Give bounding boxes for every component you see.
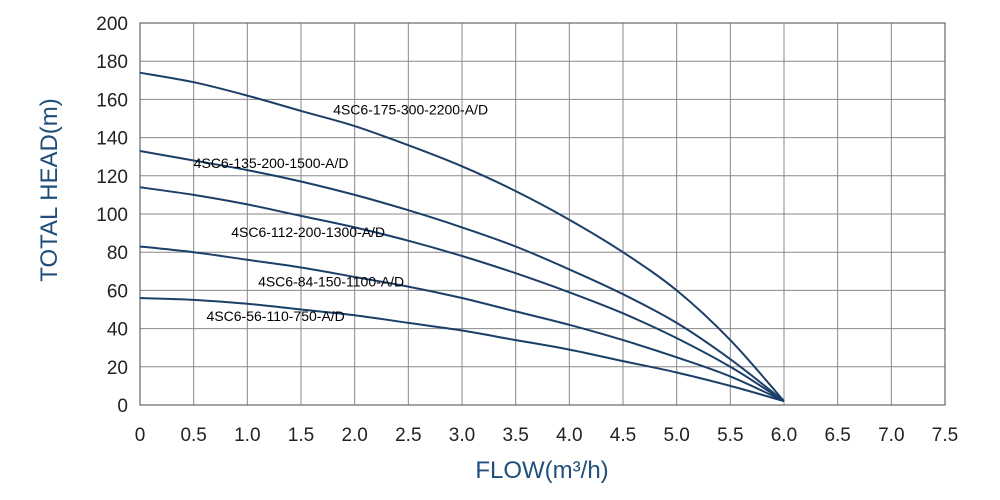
- y-tick-label: 60: [107, 281, 128, 302]
- y-tick-label: 40: [107, 320, 128, 341]
- y-tick-label: 20: [107, 358, 128, 379]
- x-tick-label: 5.5: [717, 425, 743, 446]
- x-tick-label: 6.0: [771, 425, 797, 446]
- x-tick-label: 2.0: [341, 425, 367, 446]
- x-axis-title: FLOW(m³/h): [475, 457, 608, 484]
- y-tick-label: 180: [96, 52, 128, 73]
- x-tick-label: 0.5: [180, 425, 206, 446]
- y-tick-label: 160: [96, 90, 128, 111]
- series-line: [139, 150, 785, 402]
- y-tick-label: 200: [96, 14, 128, 35]
- plot-border: [139, 22, 946, 406]
- series-label: 4SC6-135-200-1500-A/D: [194, 155, 349, 171]
- x-tick-label: 3.0: [449, 425, 475, 446]
- series-lines: [139, 71, 785, 403]
- x-tick-labels: 0 0.5 1.0 1.5 2.0 2.5 3.0 3.5 4.0 4.5 5.0 5.5 6.0 6.5…: [135, 425, 959, 446]
- series-labels: 4SC6-175-300-2200-A/D 4SC6-135-200-1500-A…: [194, 102, 488, 324]
- y-tick-label: 80: [107, 243, 128, 264]
- series-label: 4SC6-175-300-2200-A/D: [333, 102, 488, 118]
- series-line: [139, 186, 785, 403]
- y-tick-label: 140: [96, 129, 128, 150]
- x-tick-label: 7.0: [878, 425, 904, 446]
- x-tick-label: 6.5: [824, 425, 850, 446]
- y-tick-label: 0: [117, 396, 128, 417]
- series-label: 4SC6-84-150-1100-A/D: [258, 274, 404, 290]
- series-label: 4SC6-56-110-750-A/D: [207, 308, 345, 324]
- x-tick-label: 1.0: [234, 425, 260, 446]
- y-axis-title: TOTAL HEAD(m): [36, 98, 63, 282]
- x-tick-label: 7.5: [932, 425, 958, 446]
- y-tick-label: 120: [96, 167, 128, 188]
- series-line: [139, 297, 785, 403]
- x-tick-label: 4.0: [556, 425, 582, 446]
- y-tick-label: 100: [96, 205, 128, 226]
- series-line: [139, 71, 785, 402]
- x-tick-label: 0: [135, 425, 146, 446]
- series-line: [139, 245, 785, 403]
- grid: [139, 22, 946, 406]
- x-tick-label: 5.0: [663, 425, 689, 446]
- x-tick-label: 1.5: [288, 425, 314, 446]
- series-label: 4SC6-112-200-1300-A/D: [231, 224, 385, 240]
- x-tick-label: 2.5: [395, 425, 421, 446]
- x-tick-label: 3.5: [502, 425, 528, 446]
- x-tick-label: 4.5: [610, 425, 636, 446]
- y-tick-labels: 0 20 40 60 80 100 120 140 160 180 200: [96, 14, 128, 417]
